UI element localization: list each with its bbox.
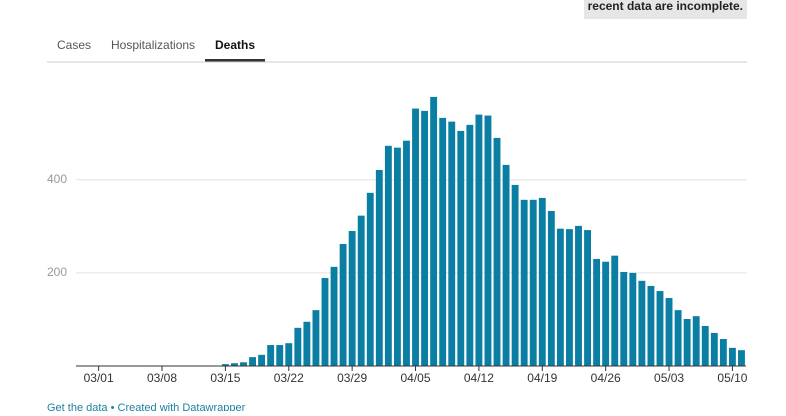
- bar: [611, 255, 619, 366]
- bar: [683, 318, 691, 366]
- bar: [267, 345, 275, 366]
- x-tick-label: 05/03: [654, 371, 684, 385]
- x-tick-label: 04/19: [527, 371, 557, 385]
- bar: [538, 197, 546, 366]
- bar: [439, 117, 447, 367]
- bar: [710, 332, 718, 366]
- x-tick-label: 04/12: [464, 371, 494, 385]
- bar: [547, 210, 555, 366]
- note-box: [584, 0, 747, 19]
- bar: [393, 147, 401, 366]
- tab[interactable]: Deaths: [215, 38, 255, 52]
- bar: [221, 364, 229, 366]
- bar: [276, 345, 284, 366]
- footer: Get the data • Created with Datawrapper: [47, 402, 246, 411]
- bar: [448, 121, 456, 366]
- bar: [593, 258, 601, 366]
- note: recent data are incomplete.: [588, 0, 743, 13]
- bar: [457, 130, 465, 366]
- bar: [412, 108, 419, 366]
- bar: [728, 347, 736, 366]
- bar: [403, 140, 410, 366]
- bar: [511, 184, 519, 366]
- bar: [692, 316, 700, 366]
- bar: [584, 230, 591, 366]
- bar: [719, 339, 727, 366]
- bar: [249, 357, 256, 366]
- bar: [502, 164, 510, 366]
- bar: [602, 261, 610, 366]
- bar: [556, 228, 564, 366]
- bar: [258, 354, 266, 366]
- bar: [656, 291, 664, 366]
- bar: [285, 343, 293, 366]
- plot: 200 400 03/01 03/08 03/15 03/22 03/29 04/05 04/1…: [47, 96, 748, 385]
- bar: [529, 199, 537, 366]
- bar: [357, 215, 365, 366]
- x-tick-label: 04/26: [591, 371, 621, 385]
- bar: [321, 278, 329, 366]
- tabs: Cases Hospitalizations Deaths: [57, 38, 266, 62]
- bar: [303, 321, 311, 366]
- footer-link[interactable]: Get the data: [47, 402, 108, 414]
- x-tick-label: 03/08: [147, 371, 177, 385]
- x-tick-label: 03/01: [84, 371, 114, 385]
- tab-underline: [205, 59, 266, 62]
- bar: [647, 285, 655, 366]
- bar: [384, 145, 392, 366]
- bar: [674, 310, 682, 366]
- bar: [629, 272, 637, 366]
- bar: [484, 115, 492, 366]
- y-tick-label: 200: [47, 265, 67, 279]
- bar: [620, 271, 628, 366]
- bar: [294, 327, 302, 366]
- bar: [366, 192, 374, 366]
- footer-credit[interactable]: Created with Datawrapper: [118, 402, 246, 414]
- x-tick-label: 03/22: [274, 371, 304, 385]
- bar: [421, 110, 429, 367]
- bar: [312, 310, 320, 366]
- x-tick-label: 05/10: [717, 371, 747, 385]
- footer-sep: •: [108, 402, 118, 411]
- bar: [738, 350, 745, 366]
- x-tick-label: 03/29: [337, 371, 367, 385]
- tab[interactable]: Hospitalizations: [111, 38, 195, 52]
- bar: [638, 280, 646, 366]
- bar: [520, 199, 528, 366]
- bar: [566, 229, 573, 366]
- tab[interactable]: Cases: [57, 38, 91, 52]
- bar: [475, 114, 483, 366]
- bar: [330, 266, 338, 366]
- bar: [348, 231, 356, 366]
- bar: [575, 225, 582, 366]
- y-tick-label: 400: [47, 172, 67, 186]
- x-tick-label: 03/15: [210, 371, 240, 385]
- bar: [701, 325, 709, 366]
- bar: [375, 170, 383, 366]
- bar: [665, 298, 673, 366]
- bar: [231, 363, 238, 366]
- bar: [430, 96, 438, 367]
- bar: [466, 124, 474, 367]
- x-tick-label: 04/05: [401, 371, 431, 385]
- bar: [339, 244, 347, 366]
- bar: [493, 137, 501, 366]
- bar: [240, 362, 247, 366]
